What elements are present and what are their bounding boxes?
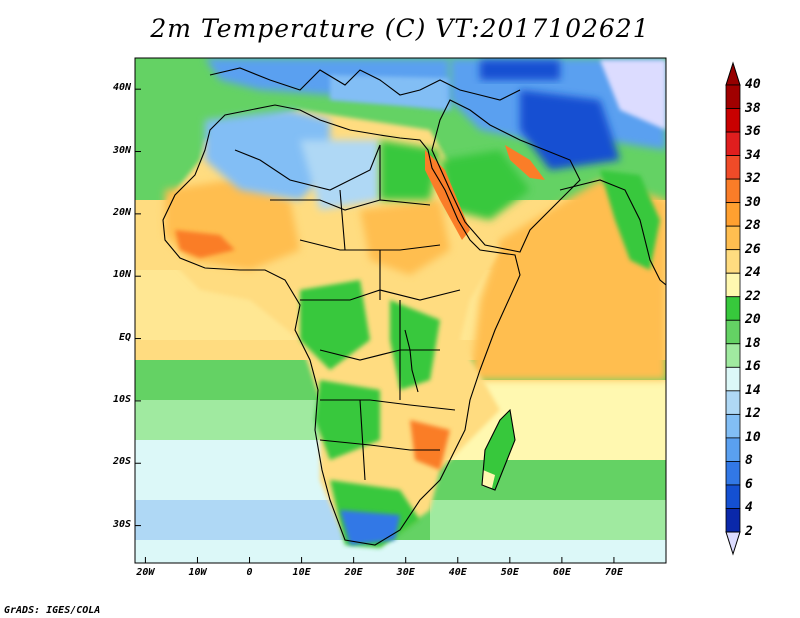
- colorbar-segment: [725, 84, 741, 109]
- colorbar-segment: [725, 343, 741, 368]
- lon-tick-label: 50E: [500, 567, 519, 578]
- lon-tick-label: 40E: [448, 567, 467, 578]
- colorbar-segment: [725, 390, 741, 415]
- colorbar-label: 6: [745, 476, 753, 492]
- colorbar-segment: [725, 366, 741, 392]
- colorbar-segment: [725, 202, 741, 227]
- colorbar-label: 22: [745, 288, 761, 304]
- colorbar-segment: [725, 225, 741, 251]
- lon-tick-label: 10E: [292, 567, 311, 578]
- colorbar-label: 12: [745, 406, 761, 422]
- colorbar-label: 2: [745, 524, 753, 539]
- colorbar-label: 36: [745, 124, 761, 140]
- colorbar-label: 30: [745, 194, 761, 210]
- colorbar-segment: [725, 155, 741, 180]
- colorbar-label: 38: [745, 100, 761, 116]
- colorbar-segment: [725, 249, 741, 274]
- colorbar-segment: [725, 413, 741, 439]
- colorbar-segment: [725, 461, 741, 486]
- colorbar-label: 18: [745, 335, 761, 351]
- colorbar-label: 40: [745, 77, 761, 92]
- lat-tick-label: EQ: [118, 331, 131, 343]
- colorbar-label: 32: [745, 171, 761, 187]
- colorbar-segment: [725, 484, 741, 509]
- colorbar-label: 4: [745, 500, 753, 516]
- colorbar-label: 8: [745, 453, 753, 469]
- lon-tick-label: 0: [246, 567, 253, 578]
- lon-tick-label: 10W: [188, 567, 207, 578]
- colorbar-segment: [725, 319, 741, 345]
- lat-tick-label: 20S: [112, 456, 131, 468]
- lat-tick-label: 20N: [112, 206, 131, 218]
- coastlines: [162, 67, 666, 546]
- colorbar-label: 16: [745, 359, 761, 375]
- colorbar-label: 26: [745, 241, 761, 257]
- colorbar-segment: [725, 296, 741, 321]
- lon-tick-label: 20E: [344, 567, 363, 578]
- colorbar-over-arrow: [725, 61, 741, 86]
- colorbar-label: 14: [745, 382, 761, 398]
- lat-tick-label: 10N: [112, 269, 131, 281]
- lat-tick-label: 30S: [112, 518, 131, 530]
- lon-tick-label: 70E: [604, 567, 623, 578]
- credit-text: GrADS: IGES/COLA: [4, 605, 101, 616]
- colorbar-segment: [725, 272, 741, 298]
- colorbar-under-arrow: [725, 531, 741, 556]
- colorbar-label: 10: [745, 429, 761, 445]
- lon-tick-label: 20W: [136, 567, 155, 578]
- colorbar-segment: [725, 508, 741, 533]
- colorbar: [725, 61, 741, 556]
- colorbar-segment: [725, 437, 741, 462]
- plot-frame: [134, 57, 667, 564]
- lat-tick-label: 10S: [112, 393, 131, 405]
- colorbar-segment: [725, 108, 741, 133]
- lat-tick-label: 40N: [112, 82, 131, 94]
- lat-tick-label: 30N: [112, 144, 131, 156]
- colorbar-label: 28: [745, 218, 761, 234]
- colorbar-segment: [725, 131, 741, 156]
- axis-ticks: [135, 88, 615, 563]
- colorbar-label: 34: [745, 147, 761, 163]
- colorbar-label: 20: [745, 312, 761, 328]
- colorbar-label: 24: [745, 265, 761, 281]
- lon-tick-label: 60E: [552, 567, 571, 578]
- colorbar-segment: [725, 178, 741, 204]
- figure-title: 2m Temperature (C) VT:2017102621: [150, 14, 650, 43]
- lon-tick-label: 30E: [396, 567, 415, 578]
